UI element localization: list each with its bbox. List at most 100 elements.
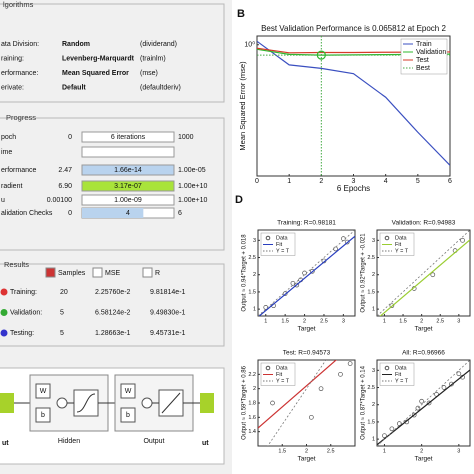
progress-bar — [81, 194, 175, 206]
data-point — [411, 412, 417, 418]
progress-current: 6 iterations — [111, 134, 146, 141]
y-tick-label: 2.5 — [248, 255, 256, 261]
algorithm-function: (defaultderiv) — [140, 84, 181, 91]
y-tick-label: 2.2 — [248, 372, 256, 378]
data-point — [419, 398, 424, 404]
progress-bar — [81, 164, 175, 176]
data-point — [294, 282, 300, 288]
samples: 5 — [60, 309, 64, 316]
legend-label: Y = T — [276, 378, 290, 384]
bias-label: b — [41, 412, 45, 419]
x-tick-label: 3 — [342, 318, 345, 324]
y-tick-label: 2 — [253, 386, 256, 392]
results-header: Results — [4, 260, 29, 269]
progress-current: 1.00e-09 — [114, 197, 142, 204]
column-header: Samples — [58, 270, 86, 277]
legend-label: Data — [276, 235, 289, 241]
x-axis-label: Target — [414, 326, 432, 333]
algorithm-value: Levenberg-Marquardt — [62, 55, 135, 62]
progress-start: 0 — [68, 134, 72, 141]
data-point — [270, 400, 275, 406]
y-tick-label: 2 — [372, 272, 375, 278]
progress-current: 3.17e-07 — [114, 183, 142, 190]
mse: 6.58124e-2 — [95, 309, 131, 316]
series-line — [379, 239, 470, 316]
data-point — [309, 414, 314, 420]
input-block — [0, 393, 14, 413]
network-layers: Wb Hidden Wb Output — [29, 374, 200, 445]
x-tick-label: 2 — [420, 318, 423, 324]
progress-target: 6 — [178, 210, 182, 217]
weight-box — [120, 383, 136, 399]
series-group — [258, 360, 353, 446]
bias-box — [120, 407, 136, 423]
series-line — [377, 369, 470, 446]
x-tick-label: 2 — [305, 448, 308, 454]
data-point — [460, 237, 465, 243]
series-line — [377, 230, 470, 316]
row-icon — [0, 309, 8, 316]
legend-label: Y = T — [395, 248, 409, 254]
output-label: ut — [202, 440, 209, 447]
progress-target: 1000 — [178, 134, 194, 141]
y-tick-label: 1 — [253, 307, 256, 313]
series-line — [258, 360, 338, 429]
legend-swatch — [265, 365, 271, 371]
x-tick-label: 3 — [457, 318, 460, 324]
progress-start: 0 — [68, 210, 72, 217]
data-point — [415, 405, 421, 411]
results-box — [0, 263, 225, 347]
series-line — [257, 40, 450, 166]
input-label: ut — [2, 440, 9, 447]
chart-title: Test: R=0.94573 — [283, 350, 331, 357]
data-point — [449, 381, 454, 387]
legend-label: Test — [416, 57, 429, 64]
layer-name: Hidden — [58, 438, 80, 445]
y-tick-label: 1.5 — [367, 419, 375, 425]
y-tick-label: 2 — [253, 272, 256, 278]
x-axis-label: Target — [414, 456, 432, 463]
y-axis-label: Output ≈ 0.59*Target + 0.86 — [242, 365, 248, 440]
r-value: 9.81814e-1 — [150, 289, 186, 296]
progress-start: 6.90 — [58, 183, 72, 190]
algorithm-function: (trainlm) — [140, 55, 166, 62]
legend-label: Train — [416, 41, 432, 48]
series-line — [267, 360, 327, 446]
x-tick-label: 2 — [420, 448, 423, 454]
algorithms-header: lgorithms — [3, 0, 34, 9]
x-tick-label: 1.5 — [278, 448, 286, 454]
row-icon — [0, 288, 8, 296]
data-point — [456, 371, 462, 377]
progress-target: 1.00e+10 — [178, 197, 207, 204]
series-line — [258, 235, 355, 316]
progress-start: 2.47 — [58, 167, 72, 174]
progress-start: 0.00100 — [47, 197, 72, 204]
x-tick-label: 1 — [383, 448, 386, 454]
x-tick-label: 2 — [303, 318, 306, 324]
data-point — [338, 371, 343, 377]
series-group — [377, 230, 470, 316]
progress-bar — [81, 131, 175, 143]
data-point — [426, 400, 432, 406]
progress-box — [0, 117, 225, 251]
algorithm-value: Default — [62, 84, 86, 91]
x-tick-label: 1.5 — [281, 318, 289, 324]
y-tick-label: 1.5 — [248, 289, 256, 295]
legend-label: Y = T — [395, 378, 409, 384]
legend-swatch — [384, 365, 390, 371]
legend-box — [400, 38, 448, 75]
legend-label: Data — [276, 365, 289, 371]
y-tick-label: 3 — [372, 238, 375, 244]
algorithm-label: raining: — [1, 55, 24, 62]
data-point — [389, 426, 395, 432]
algorithm-label: erivate: — [1, 84, 24, 91]
progress-target: 1.00e-05 — [178, 167, 206, 174]
y-axis-label: Output ≈ 0.87*Target + 0.14 — [361, 365, 367, 440]
algorithm-value: Mean Squared Error — [62, 70, 129, 77]
series-line — [377, 360, 470, 446]
y-tick-label: 3 — [253, 238, 256, 244]
data-point — [389, 303, 395, 309]
x-tick-label: 1 — [383, 318, 386, 324]
progress-fill — [82, 208, 144, 218]
